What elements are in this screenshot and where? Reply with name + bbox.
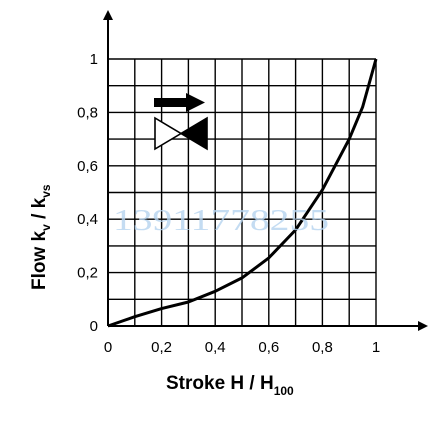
x-tick-labels: 0 0,2 0,4 0,6 0,8 1 — [104, 339, 380, 356]
y-tick-label: 1 — [90, 51, 98, 68]
y-tick-labels: 0 0,2 0,4 0,6 0,8 1 — [77, 51, 98, 335]
y-tick-label: 0,2 — [77, 265, 98, 282]
x-tick-label: 1 — [372, 339, 380, 356]
y-tick-label: 0,8 — [77, 104, 98, 121]
x-tick-label: 0 — [104, 339, 112, 356]
watermark-text: 13911778255 — [113, 202, 329, 237]
flow-arrow-shaft-icon — [154, 98, 188, 107]
valve-flow-symbol-icon — [154, 93, 208, 151]
y-axis-title: Flow kv / kvs — [29, 184, 53, 290]
flow-curve — [107, 58, 378, 328]
y-tick-label: 0,4 — [77, 211, 98, 228]
x-tick-label: 0,8 — [312, 339, 333, 356]
y-tick-label: 0,6 — [77, 158, 98, 175]
x-tick-label: 0,6 — [258, 339, 279, 356]
y-tick-label: 0 — [90, 318, 98, 335]
grid-lines — [108, 58, 377, 326]
x-axis-title: Stroke H / H100 — [166, 373, 294, 398]
valve-open-triangle-icon — [154, 116, 183, 151]
x-tick-label: 0,4 — [205, 339, 226, 356]
flow-arrow-head-icon — [186, 93, 205, 112]
x-tick-label: 0,2 — [151, 339, 172, 356]
valve-closed-triangle-icon — [179, 116, 208, 151]
